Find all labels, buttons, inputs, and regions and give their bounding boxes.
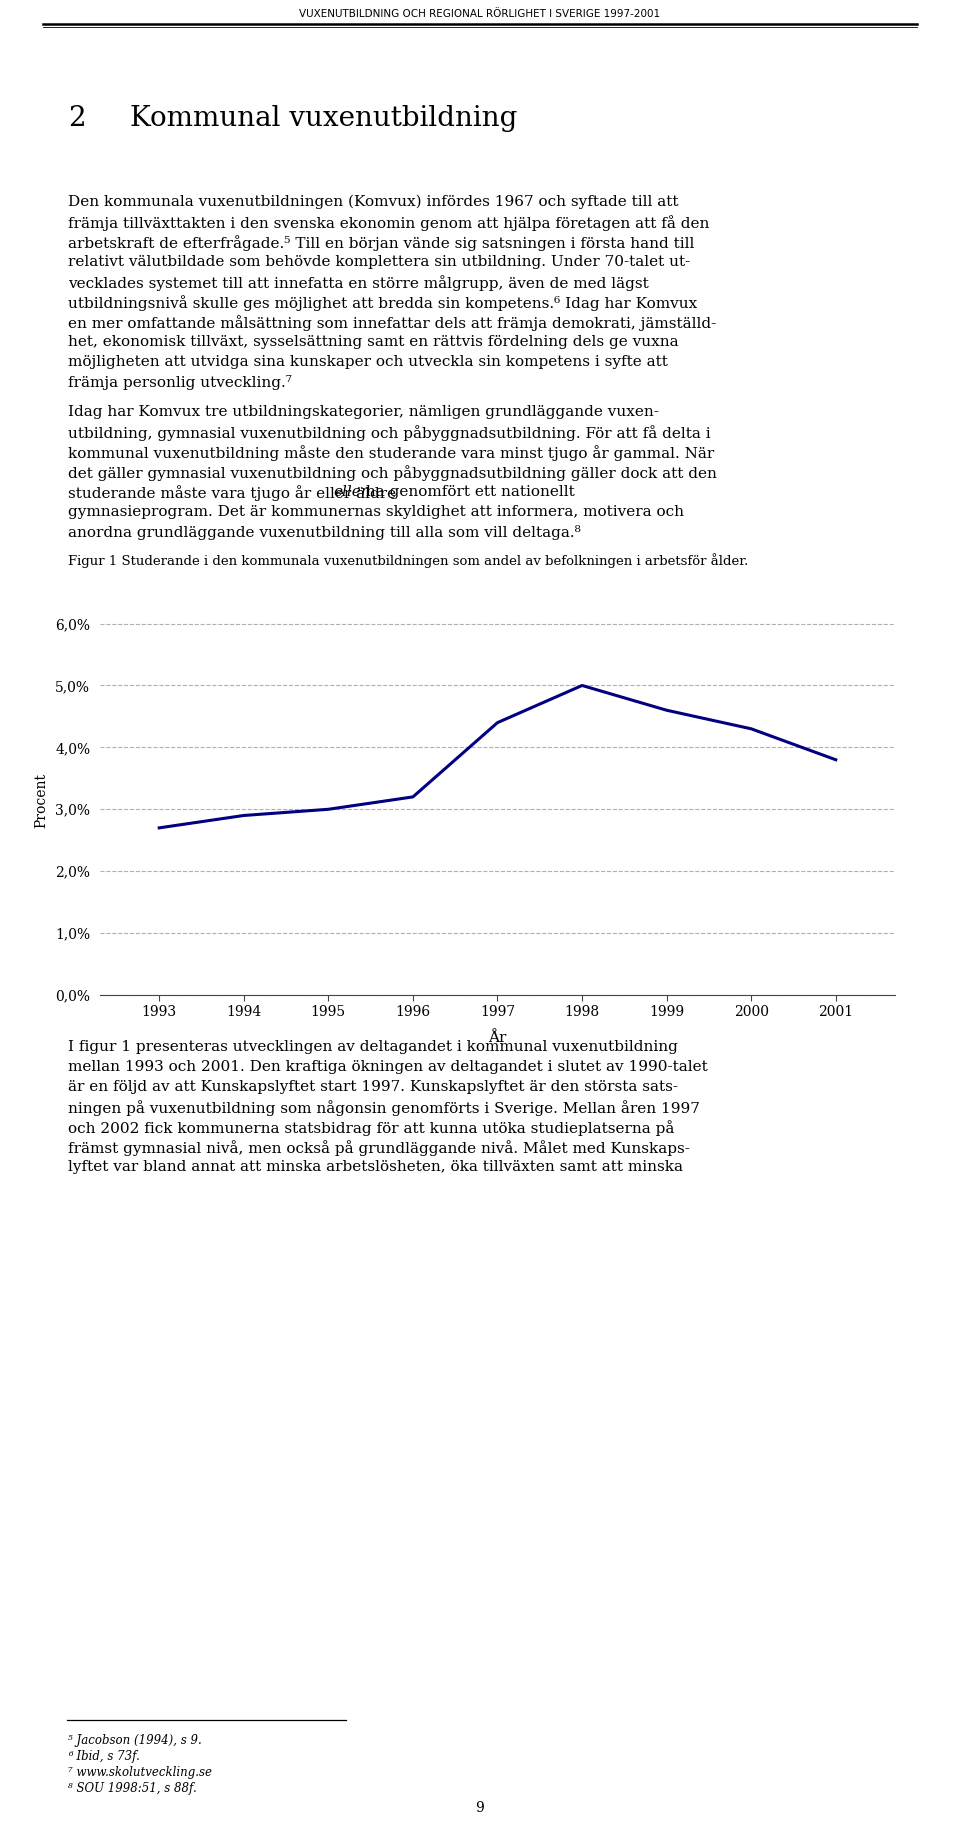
Text: vecklades systemet till att innefatta en större målgrupp, även de med lägst: vecklades systemet till att innefatta en… — [68, 275, 649, 292]
Y-axis label: Procent: Procent — [35, 772, 48, 827]
Text: VUXENUTBILDNING OCH REGIONAL RÖRLIGHET I SVERIGE 1997-2001: VUXENUTBILDNING OCH REGIONAL RÖRLIGHET I… — [300, 9, 660, 18]
X-axis label: År: År — [489, 1031, 507, 1045]
Text: eller: eller — [334, 484, 369, 499]
Text: Den kommunala vuxenutbildningen (Komvux) infördes 1967 och syftade till att: Den kommunala vuxenutbildningen (Komvux)… — [68, 194, 679, 209]
Text: I figur 1 presenteras utvecklingen av deltagandet i kommunal vuxenutbildning: I figur 1 presenteras utvecklingen av de… — [68, 1040, 678, 1055]
Text: 2: 2 — [68, 105, 85, 132]
Text: ha genomfört ett nationellt: ha genomfört ett nationellt — [361, 484, 575, 499]
Text: det gäller gymnasial vuxenutbildning och påbyggnadsutbildning gäller dock att de: det gäller gymnasial vuxenutbildning och… — [68, 466, 717, 481]
Text: Kommunal vuxenutbildning: Kommunal vuxenutbildning — [130, 105, 517, 132]
Text: ⁷ www.skolutveckling.se: ⁷ www.skolutveckling.se — [68, 1766, 212, 1779]
Text: mellan 1993 och 2001. Den kraftiga ökningen av deltagandet i slutet av 1990-tale: mellan 1993 och 2001. Den kraftiga öknin… — [68, 1060, 708, 1075]
Text: relativt välutbildade som behövde komplettera sin utbildning. Under 70-talet ut-: relativt välutbildade som behövde komple… — [68, 255, 690, 270]
Text: ⁸ SOU 1998:51, s 88f.: ⁸ SOU 1998:51, s 88f. — [68, 1783, 197, 1795]
Text: främja tillväxttakten i den svenska ekonomin genom att hjälpa företagen att få d: främja tillväxttakten i den svenska ekon… — [68, 215, 709, 231]
Text: utbildningsnivå skulle ges möjlighet att bredda sin kompetens.⁶ Idag har Komvux: utbildningsnivå skulle ges möjlighet att… — [68, 295, 697, 312]
Text: Idag har Komvux tre utbildningskategorier, nämligen grundläggande vuxen-: Idag har Komvux tre utbildningskategorie… — [68, 405, 659, 418]
Text: och 2002 fick kommunerna statsbidrag för att kunna utöka studieplatserna på: och 2002 fick kommunerna statsbidrag för… — [68, 1121, 674, 1135]
Text: främst gymnasial nivå, men också på grundläggande nivå. Målet med Kunskaps-: främst gymnasial nivå, men också på grun… — [68, 1141, 690, 1155]
Text: ningen på vuxenutbildning som någonsin genomförts i Sverige. Mellan åren 1997: ningen på vuxenutbildning som någonsin g… — [68, 1100, 700, 1115]
Text: gymnasieprogram. Det är kommunernas skyldighet att informera, motivera och: gymnasieprogram. Det är kommunernas skyl… — [68, 504, 684, 519]
Text: lyftet var bland annat att minska arbetslösheten, öka tillväxten samt att minska: lyftet var bland annat att minska arbets… — [68, 1159, 683, 1174]
Text: arbetskraft de efterfrågade.⁵ Till en början vände sig satsningen i första hand : arbetskraft de efterfrågade.⁵ Till en bö… — [68, 235, 694, 251]
Text: studerande måste vara tjugo år eller äldre: studerande måste vara tjugo år eller äld… — [68, 484, 401, 501]
Text: främja personlig utveckling.⁷: främja personlig utveckling.⁷ — [68, 374, 292, 391]
Text: möjligheten att utvidga sina kunskaper och utveckla sin kompetens i syfte att: möjligheten att utvidga sina kunskaper o… — [68, 356, 668, 369]
Text: utbildning, gymnasial vuxenutbildning och påbyggnadsutbildning. För att få delta: utbildning, gymnasial vuxenutbildning oc… — [68, 425, 710, 440]
Text: ⁶ Ibid, s 73f.: ⁶ Ibid, s 73f. — [68, 1750, 140, 1762]
Text: ⁵ Jacobson (1994), s 9.: ⁵ Jacobson (1994), s 9. — [68, 1733, 202, 1748]
Text: 9: 9 — [475, 1801, 485, 1816]
Text: het, ekonomisk tillväxt, sysselsättning samt en rättvis fördelning dels ge vuxna: het, ekonomisk tillväxt, sysselsättning … — [68, 336, 679, 348]
Text: en mer omfattande målsättning som innefattar dels att främja demokrati, jämställ: en mer omfattande målsättning som innefa… — [68, 315, 716, 330]
Text: är en följd av att Kunskapslyftet start 1997. Kunskapslyftet är den största sats: är en följd av att Kunskapslyftet start … — [68, 1080, 678, 1095]
Text: anordna grundläggande vuxenutbildning till alla som vill deltaga.⁸: anordna grundläggande vuxenutbildning ti… — [68, 525, 581, 539]
Text: Figur 1 Studerande i den kommunala vuxenutbildningen som andel av befolkningen i: Figur 1 Studerande i den kommunala vuxen… — [68, 554, 749, 569]
Text: kommunal vuxenutbildning måste den studerande vara minst tjugo år gammal. När: kommunal vuxenutbildning måste den stude… — [68, 446, 714, 460]
